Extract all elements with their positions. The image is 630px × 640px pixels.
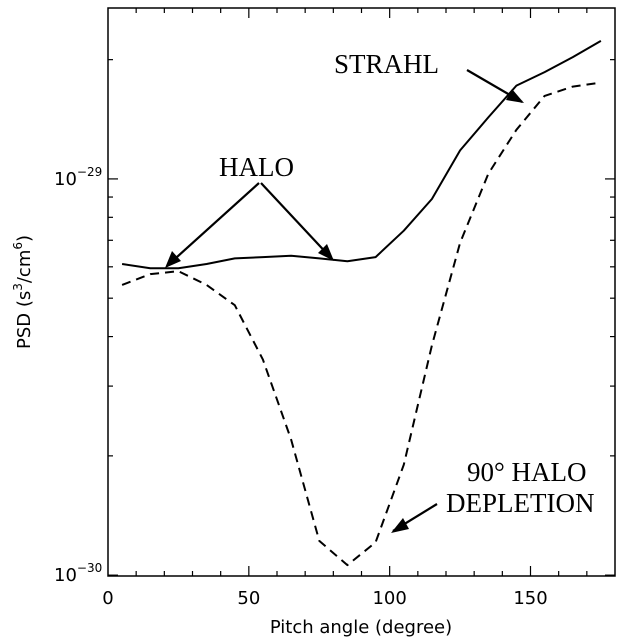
depletion-arrowhead [391, 518, 409, 533]
x-tick-label: 50 [237, 588, 260, 609]
y-axis-title-exp2: 6 [11, 242, 25, 250]
depletion-label-line1: 90° HALO [467, 457, 587, 487]
y-tick-label-base: 10 [54, 169, 77, 190]
y-axis-title-main: PSD (s [14, 291, 35, 349]
y-tick-label-exponent: −30 [77, 561, 102, 575]
y-axis-title: PSD (s3/cm6) [11, 235, 35, 349]
halo-left-arrowhead [165, 251, 181, 268]
y-tick-label: 10−30 [54, 561, 102, 586]
x-tick-labels: 0 50 100 150 [102, 588, 547, 609]
solid-series-line [121, 40, 602, 270]
x-tick-label: 150 [513, 588, 547, 609]
arrow-heads [165, 89, 524, 533]
strahl-label: STRAHL [334, 49, 439, 79]
y-axis-title-end: ) [14, 235, 35, 242]
y-axis-title-mid: /cm [14, 250, 35, 284]
x-axis-title: Pitch angle (degree) [270, 617, 452, 638]
y-tick-label: 10−29 [54, 165, 102, 190]
series-layer [121, 40, 602, 567]
y-tick-label-exponent: −29 [77, 165, 102, 179]
halo-arrow-right [260, 182, 333, 260]
strahl-arrowhead [506, 89, 524, 103]
axis-ticks [108, 8, 615, 576]
x-tick-label: 100 [372, 588, 406, 609]
depletion-label-line2: DEPLETION [446, 488, 594, 518]
y-tick-label-base: 10 [54, 565, 77, 586]
halo-arrow-left [166, 182, 260, 267]
halo-right-arrowhead [318, 244, 334, 261]
y-axis-title-exp1: 3 [11, 283, 25, 291]
x-tick-label: 0 [102, 588, 113, 609]
halo-label: HALO [219, 152, 294, 182]
